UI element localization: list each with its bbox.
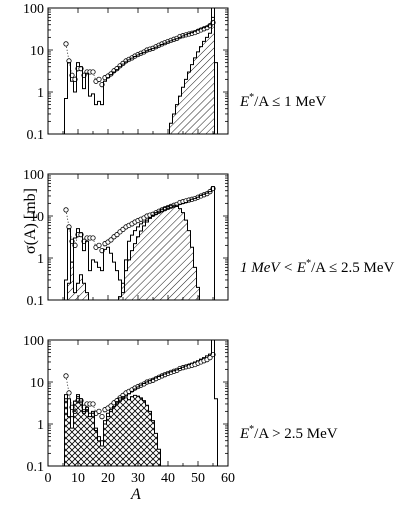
- series-top-histogram: [64, 7, 218, 134]
- series-top-hatched: [166, 16, 218, 135]
- x-tick-label: 20: [101, 471, 115, 486]
- data-point: [90, 235, 96, 241]
- annotation-bottom-body: /A > 2.5 MeV: [254, 426, 338, 442]
- y-tick-label: 100: [23, 2, 44, 17]
- data-point: [90, 69, 96, 75]
- panel-bottom: 0.1 1 10 100 0 10 20 30 40 50 60: [23, 334, 235, 486]
- data-point: [63, 373, 69, 379]
- y-tick-label: 10: [30, 376, 44, 391]
- data-point: [99, 414, 105, 420]
- x-tick-label: 50: [191, 471, 205, 486]
- annotation-bottom-prefix: E: [240, 426, 250, 442]
- x-tick-label: 0: [45, 471, 52, 486]
- y-tick-label: 1: [37, 86, 44, 101]
- data-point: [108, 237, 114, 243]
- x-axis-label: A: [131, 486, 141, 503]
- y-tick-label: 10: [30, 210, 44, 225]
- y-tick-label: 0.1: [27, 294, 45, 309]
- y-tick-label: 0.1: [27, 460, 45, 475]
- data-point: [63, 207, 69, 213]
- annotation-middle: 1 MeV < E*/A ≤ 2.5 MeV: [240, 258, 394, 277]
- annotation-top-prefix: E: [240, 94, 250, 110]
- annotation-bottom: E*/A > 2.5 MeV: [240, 424, 338, 443]
- annotation-middle-sup: *: [306, 258, 312, 269]
- data-point: [90, 401, 96, 407]
- y-tick-label: 10: [30, 44, 44, 59]
- series-middle-hatched: [64, 204, 203, 301]
- annotation-top: E*/A ≤ 1 MeV: [240, 92, 326, 111]
- data-point: [66, 390, 72, 396]
- y-tick-label: 100: [23, 168, 44, 183]
- series-middle-histogram: [64, 186, 218, 301]
- series-bottom-crosshatched: [64, 394, 164, 467]
- x-tick-label: 30: [131, 471, 145, 486]
- annotation-bottom-sup: *: [249, 424, 255, 435]
- y-tick-label: 100: [23, 334, 44, 349]
- x-tick-label: 10: [71, 471, 85, 486]
- panel-middle: 0.1 1 10 100: [23, 168, 229, 309]
- data-point: [63, 41, 69, 47]
- data-point: [96, 408, 102, 414]
- y-tick-label: 1: [37, 252, 44, 267]
- data-point: [96, 242, 102, 248]
- y-axis-label: σ(A) [mb]: [22, 188, 39, 254]
- annotation-top-body: /A ≤ 1 MeV: [254, 94, 327, 110]
- annotation-middle-prefix: 1 MeV < E: [240, 260, 307, 276]
- x-tick-label: 40: [161, 471, 175, 486]
- data-point: [96, 76, 102, 82]
- y-tick-label: 1: [37, 418, 44, 433]
- annotation-middle-body: /A ≤ 2.5 MeV: [311, 260, 395, 276]
- x-tick-label: 60: [221, 471, 235, 486]
- annotation-top-sup: *: [249, 92, 255, 103]
- y-tick-label: 0.1: [27, 128, 45, 143]
- panel-top: 0.1 1 10 100: [23, 2, 229, 143]
- data-point: [207, 355, 213, 361]
